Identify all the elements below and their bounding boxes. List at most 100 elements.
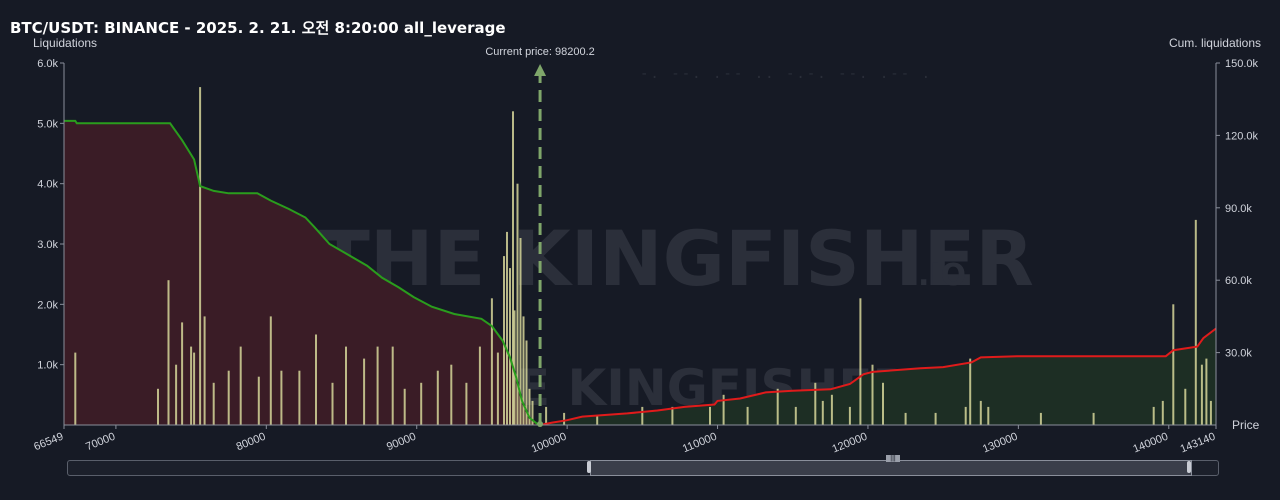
liquidation-bar xyxy=(1092,412,1095,425)
liquidation-bar xyxy=(859,298,862,425)
long-cum-line xyxy=(64,119,541,426)
liquidation-bar xyxy=(181,322,184,425)
current-price-arrow-icon xyxy=(534,64,547,76)
liquidation-bar xyxy=(363,358,366,425)
liquidation-bar xyxy=(513,310,516,425)
watermark-suffix-large: .IO xyxy=(918,258,966,293)
range-slider-right-handle[interactable] xyxy=(1187,461,1191,473)
liquidation-bar xyxy=(1184,388,1187,425)
liquidation-bar xyxy=(298,370,301,425)
current-price-label: Current price: 98200.2 xyxy=(485,46,594,58)
range-slider-selection[interactable] xyxy=(590,460,1192,476)
liquidation-bar xyxy=(969,358,972,425)
liquidation-bar xyxy=(641,406,644,425)
liquidation-bar xyxy=(496,352,499,425)
liquidation-bar xyxy=(203,316,206,425)
y-tick-label: 1.0k xyxy=(37,360,58,372)
liquidation-bar xyxy=(871,364,874,425)
y-tick-label: 6.0k xyxy=(37,58,58,70)
liquidation-bar xyxy=(1194,219,1197,425)
liquidation-bar xyxy=(830,394,833,425)
y-tick-label: 4.0k xyxy=(37,179,58,191)
liquidation-bar xyxy=(596,415,599,425)
x-tick-label: 110000 xyxy=(681,431,719,456)
y-tick-label: 3.0k xyxy=(37,239,58,251)
liquidation-bar xyxy=(979,400,982,425)
liquidation-bar xyxy=(531,400,534,425)
liquidation-bar xyxy=(1209,400,1212,425)
liquidation-bar xyxy=(503,256,505,425)
liquidation-bar xyxy=(315,334,317,425)
liquidation-bar xyxy=(509,268,511,425)
liquidation-bar xyxy=(376,346,379,425)
liquidation-bar xyxy=(175,364,178,425)
x-tick-label: 140000 xyxy=(1131,431,1170,456)
liquidation-bar xyxy=(506,231,508,425)
liquidation-bar xyxy=(1161,400,1164,425)
short-cum-area xyxy=(540,328,1216,425)
short-cum-line xyxy=(539,327,1217,426)
y2-tick-label: 120.0k xyxy=(1225,130,1259,142)
liquidation-bar xyxy=(516,183,519,425)
liquidation-bar xyxy=(525,340,528,425)
redacted-text: -. --. .-- .. -.-. --. .-- . xyxy=(640,66,933,82)
y-tick-label: 5.0k xyxy=(37,118,58,130)
liquidation-bar xyxy=(528,388,531,425)
range-slider-left-handle[interactable] xyxy=(587,461,591,473)
liquidation-bar xyxy=(848,406,851,425)
x-tick-label: 90000 xyxy=(385,431,418,454)
liquidation-bar xyxy=(199,87,202,425)
x-tick-label: 143140 xyxy=(1179,431,1218,456)
liquidation-bar xyxy=(709,406,711,425)
liquidation-bar xyxy=(964,406,967,425)
liquidation-bar xyxy=(167,280,170,425)
liquidation-bar xyxy=(1200,364,1203,425)
liquidation-bar xyxy=(722,394,725,425)
liquidation-bar xyxy=(671,406,674,425)
liquidation-bar xyxy=(420,382,423,425)
y2-tick-label: 60.0k xyxy=(1225,275,1252,287)
liquidation-bar xyxy=(212,382,215,425)
liquidation-bar xyxy=(563,412,566,425)
liquidation-bar xyxy=(821,400,824,425)
x-tick-label: 120000 xyxy=(831,431,870,456)
current-price-dot xyxy=(537,421,544,427)
liquidation-bar xyxy=(465,382,468,425)
liquidation-bar xyxy=(746,406,749,425)
liquidation-bar xyxy=(478,346,481,425)
liquidation-bar xyxy=(1039,412,1042,425)
x-tick-label: 70000 xyxy=(84,431,117,454)
liquidation-bar xyxy=(545,406,548,425)
liquidation-bar xyxy=(227,370,230,425)
liquidation-bar xyxy=(74,352,77,425)
liquidation-bar xyxy=(1172,304,1175,425)
liquidation-bar xyxy=(403,388,406,425)
liquidation-bar xyxy=(794,406,797,425)
liquidation-bar xyxy=(391,346,394,425)
chart-title: BTC/USDT: BINANCE - 2025. 2. 21. 오전 8:20… xyxy=(10,19,506,37)
liquidation-bar xyxy=(436,370,439,425)
range-slider-grip-icon[interactable]: ||| xyxy=(886,455,900,462)
liquidation-bar xyxy=(987,406,990,425)
liquidation-bar xyxy=(522,316,525,425)
range-slider[interactable]: ||| xyxy=(67,455,1219,476)
liquidation-bar xyxy=(1205,358,1208,425)
liquidation-bar xyxy=(814,382,817,425)
price-axis-title: Price xyxy=(1232,418,1260,432)
liquidation-bar xyxy=(257,376,260,425)
x-tick-label: 80000 xyxy=(235,431,268,454)
liquidation-bar xyxy=(490,298,493,425)
x-tick-label: 130000 xyxy=(981,431,1020,456)
liquidation-bar xyxy=(239,346,242,425)
x-tick-label: 66549 xyxy=(32,431,65,454)
liquidation-bar xyxy=(280,370,283,425)
liquidation-bar xyxy=(269,316,272,425)
liquidation-bar xyxy=(190,346,193,425)
liquidation-bar xyxy=(331,382,334,425)
liquidation-bar xyxy=(157,388,159,425)
y-tick-label: 2.0k xyxy=(37,299,58,311)
plot-area: 1.0k 2.0k 3.0k 4.0k 5.0k 6.0k 30.0k 60.0k 90.0k 1… xyxy=(32,46,1258,456)
liquidation-bar xyxy=(519,238,522,425)
